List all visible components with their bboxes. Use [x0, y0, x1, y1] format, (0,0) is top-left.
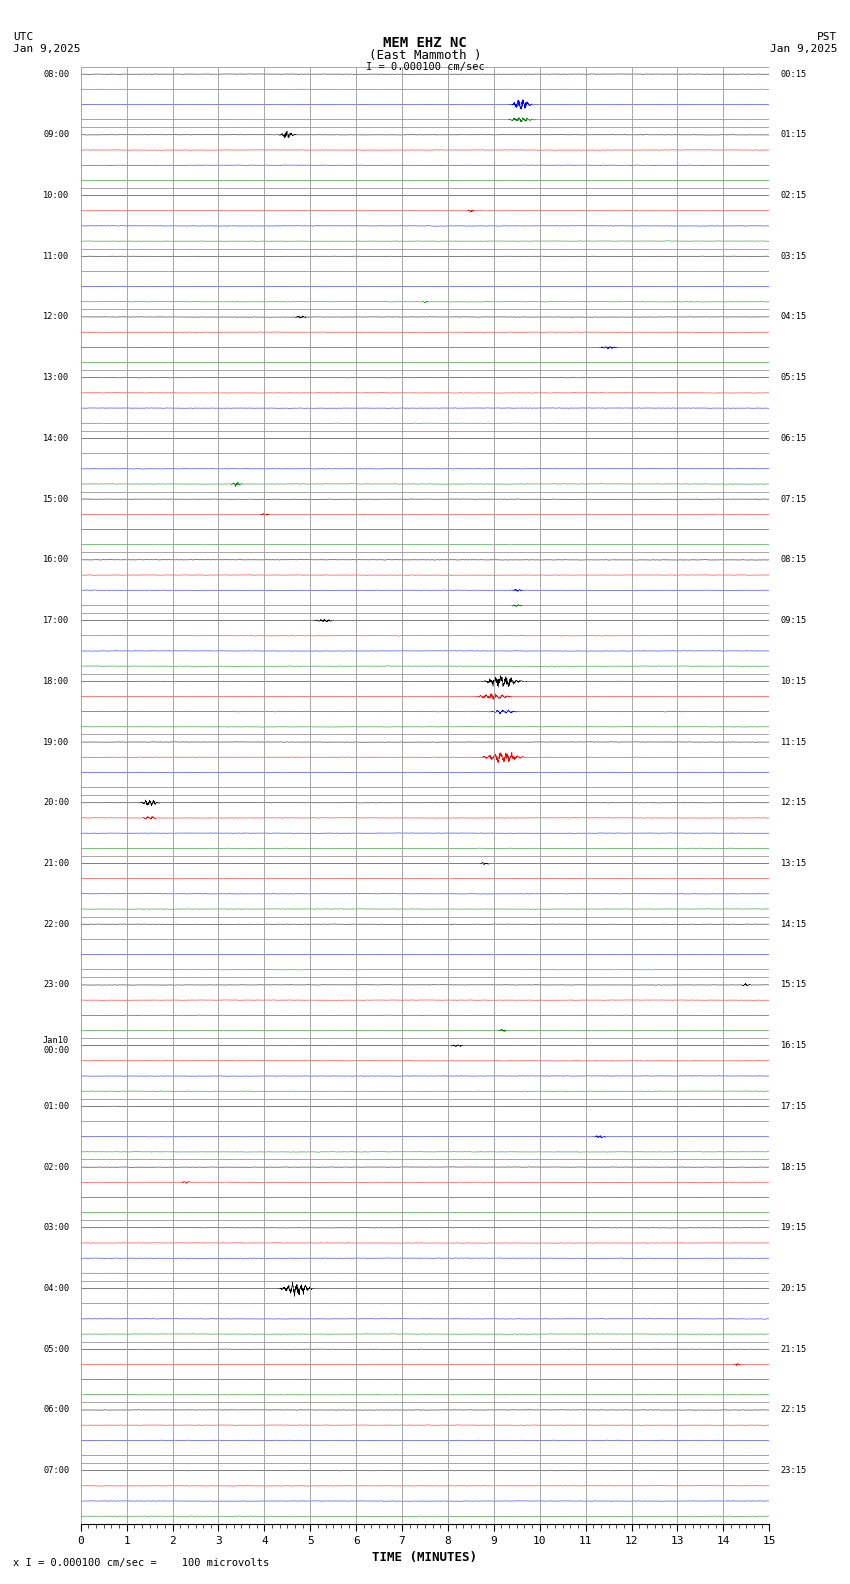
Text: 23:00: 23:00 — [43, 980, 70, 990]
Text: 02:15: 02:15 — [780, 192, 807, 200]
Text: Jan 9,2025: Jan 9,2025 — [13, 44, 80, 54]
Text: 07:00: 07:00 — [43, 1467, 70, 1475]
Text: MEM EHZ NC: MEM EHZ NC — [383, 36, 467, 51]
Text: 05:15: 05:15 — [780, 374, 807, 382]
Text: Jan 9,2025: Jan 9,2025 — [770, 44, 837, 54]
Text: 04:00: 04:00 — [43, 1285, 70, 1293]
Text: 23:15: 23:15 — [780, 1467, 807, 1475]
Text: 16:00: 16:00 — [43, 556, 70, 564]
Text: 09:15: 09:15 — [780, 616, 807, 626]
Text: 19:00: 19:00 — [43, 738, 70, 746]
Text: 06:15: 06:15 — [780, 434, 807, 444]
Text: Jan10
00:00: Jan10 00:00 — [43, 1036, 70, 1055]
Text: 15:15: 15:15 — [780, 980, 807, 990]
Text: 14:00: 14:00 — [43, 434, 70, 444]
Text: 19:15: 19:15 — [780, 1223, 807, 1232]
Text: 21:15: 21:15 — [780, 1345, 807, 1354]
Text: PST: PST — [817, 32, 837, 41]
Text: 01:15: 01:15 — [780, 130, 807, 139]
Text: 07:15: 07:15 — [780, 494, 807, 504]
Text: 17:00: 17:00 — [43, 616, 70, 626]
X-axis label: TIME (MINUTES): TIME (MINUTES) — [372, 1551, 478, 1563]
Text: 13:00: 13:00 — [43, 374, 70, 382]
Text: 04:15: 04:15 — [780, 312, 807, 322]
Text: 16:15: 16:15 — [780, 1041, 807, 1050]
Text: 03:15: 03:15 — [780, 252, 807, 261]
Text: 10:00: 10:00 — [43, 192, 70, 200]
Text: 11:00: 11:00 — [43, 252, 70, 261]
Text: 18:15: 18:15 — [780, 1163, 807, 1172]
Text: 11:15: 11:15 — [780, 738, 807, 746]
Text: 21:00: 21:00 — [43, 859, 70, 868]
Text: 13:15: 13:15 — [780, 859, 807, 868]
Text: 01:00: 01:00 — [43, 1102, 70, 1110]
Text: 10:15: 10:15 — [780, 676, 807, 686]
Text: 18:00: 18:00 — [43, 676, 70, 686]
Text: 02:00: 02:00 — [43, 1163, 70, 1172]
Text: 22:00: 22:00 — [43, 920, 70, 928]
Text: 14:15: 14:15 — [780, 920, 807, 928]
Text: 20:00: 20:00 — [43, 798, 70, 808]
Text: (East Mammoth ): (East Mammoth ) — [369, 49, 481, 62]
Text: 06:00: 06:00 — [43, 1405, 70, 1415]
Text: 09:00: 09:00 — [43, 130, 70, 139]
Text: 00:15: 00:15 — [780, 70, 807, 79]
Text: I = 0.000100 cm/sec: I = 0.000100 cm/sec — [366, 62, 484, 71]
Text: 20:15: 20:15 — [780, 1285, 807, 1293]
Text: 08:00: 08:00 — [43, 70, 70, 79]
Text: 22:15: 22:15 — [780, 1405, 807, 1415]
Text: x I = 0.000100 cm/sec =    100 microvolts: x I = 0.000100 cm/sec = 100 microvolts — [13, 1559, 269, 1568]
Text: 08:15: 08:15 — [780, 556, 807, 564]
Text: 12:15: 12:15 — [780, 798, 807, 808]
Text: UTC: UTC — [13, 32, 33, 41]
Text: 12:00: 12:00 — [43, 312, 70, 322]
Text: 05:00: 05:00 — [43, 1345, 70, 1354]
Text: 15:00: 15:00 — [43, 494, 70, 504]
Text: 17:15: 17:15 — [780, 1102, 807, 1110]
Text: 03:00: 03:00 — [43, 1223, 70, 1232]
